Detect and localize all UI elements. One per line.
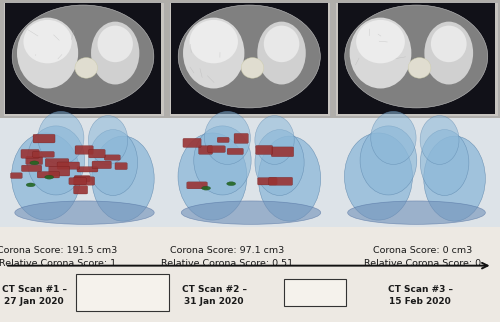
- Bar: [2, 2, 164, 116]
- Ellipse shape: [182, 201, 320, 224]
- FancyBboxPatch shape: [74, 175, 90, 182]
- Ellipse shape: [258, 22, 306, 84]
- Text: Corona Score: 0 cm3: Corona Score: 0 cm3: [373, 246, 472, 255]
- Ellipse shape: [360, 126, 417, 195]
- Text: Relative Corona Score: 1: Relative Corona Score: 1: [0, 259, 116, 268]
- FancyBboxPatch shape: [26, 156, 42, 165]
- Ellipse shape: [350, 18, 412, 89]
- Ellipse shape: [345, 5, 488, 108]
- Ellipse shape: [178, 133, 247, 220]
- Ellipse shape: [202, 186, 210, 190]
- Ellipse shape: [255, 130, 304, 195]
- FancyBboxPatch shape: [104, 155, 120, 160]
- FancyBboxPatch shape: [284, 279, 346, 306]
- FancyBboxPatch shape: [75, 146, 94, 154]
- Bar: [5, 3, 161, 114]
- Ellipse shape: [241, 58, 264, 78]
- Ellipse shape: [92, 136, 154, 221]
- Text: Relative Corona Score: 0: Relative Corona Score: 0: [364, 259, 481, 268]
- Ellipse shape: [258, 136, 320, 221]
- FancyBboxPatch shape: [115, 163, 128, 170]
- FancyBboxPatch shape: [49, 166, 70, 176]
- Ellipse shape: [178, 5, 320, 108]
- FancyBboxPatch shape: [256, 146, 272, 155]
- Ellipse shape: [348, 201, 486, 224]
- Text: 49% Reduction
in Corona Score: 49% Reduction in Corona Score: [84, 282, 161, 302]
- Ellipse shape: [356, 20, 405, 63]
- FancyBboxPatch shape: [10, 173, 22, 178]
- Ellipse shape: [194, 126, 251, 195]
- Ellipse shape: [431, 26, 466, 62]
- FancyBboxPatch shape: [74, 177, 94, 185]
- Ellipse shape: [28, 126, 84, 195]
- Ellipse shape: [204, 111, 250, 165]
- Ellipse shape: [12, 133, 80, 220]
- FancyBboxPatch shape: [77, 167, 98, 172]
- Ellipse shape: [344, 133, 412, 220]
- Bar: [338, 3, 495, 114]
- FancyBboxPatch shape: [217, 137, 229, 143]
- Text: Corona Score: 97.1 cm3: Corona Score: 97.1 cm3: [170, 246, 284, 255]
- FancyBboxPatch shape: [76, 274, 169, 311]
- FancyBboxPatch shape: [57, 162, 80, 169]
- Bar: [0, 0, 500, 118]
- Ellipse shape: [98, 26, 133, 62]
- FancyBboxPatch shape: [92, 161, 112, 169]
- FancyBboxPatch shape: [208, 146, 226, 153]
- FancyBboxPatch shape: [22, 165, 42, 172]
- Ellipse shape: [91, 22, 140, 84]
- FancyBboxPatch shape: [234, 133, 248, 143]
- Ellipse shape: [12, 5, 154, 108]
- Bar: [168, 2, 330, 116]
- Ellipse shape: [424, 22, 473, 84]
- FancyBboxPatch shape: [271, 147, 293, 157]
- Ellipse shape: [44, 175, 54, 179]
- FancyBboxPatch shape: [69, 178, 86, 185]
- FancyBboxPatch shape: [88, 149, 105, 158]
- FancyBboxPatch shape: [183, 138, 201, 147]
- Text: CT Scan #2 –
31 Jan 2020: CT Scan #2 – 31 Jan 2020: [182, 285, 246, 306]
- FancyBboxPatch shape: [33, 134, 55, 143]
- Ellipse shape: [264, 26, 300, 62]
- FancyBboxPatch shape: [32, 151, 54, 157]
- Ellipse shape: [17, 18, 78, 89]
- Ellipse shape: [24, 20, 72, 63]
- FancyBboxPatch shape: [37, 172, 60, 178]
- Text: Corona Score: 191.5 cm3: Corona Score: 191.5 cm3: [0, 246, 118, 255]
- FancyBboxPatch shape: [74, 186, 88, 194]
- FancyBboxPatch shape: [268, 177, 292, 185]
- Ellipse shape: [226, 182, 235, 186]
- Bar: [171, 3, 328, 114]
- FancyBboxPatch shape: [198, 146, 212, 154]
- Ellipse shape: [420, 130, 469, 195]
- Text: Recovery: Recovery: [293, 288, 337, 297]
- Text: CT Scan #3 –
15 Feb 2020: CT Scan #3 – 15 Feb 2020: [388, 285, 452, 306]
- Ellipse shape: [183, 18, 244, 89]
- Ellipse shape: [88, 116, 128, 165]
- Ellipse shape: [38, 111, 84, 165]
- Bar: [335, 2, 498, 116]
- Ellipse shape: [75, 58, 98, 78]
- Ellipse shape: [15, 201, 154, 224]
- Ellipse shape: [88, 130, 138, 195]
- FancyBboxPatch shape: [227, 148, 244, 155]
- Ellipse shape: [26, 183, 35, 187]
- Ellipse shape: [408, 58, 431, 78]
- Ellipse shape: [190, 20, 238, 63]
- FancyBboxPatch shape: [258, 178, 277, 185]
- Ellipse shape: [420, 116, 459, 165]
- Ellipse shape: [255, 116, 294, 165]
- Ellipse shape: [371, 111, 416, 165]
- Text: CT Scan #1 –
27 Jan 2020: CT Scan #1 – 27 Jan 2020: [2, 285, 66, 306]
- Bar: [0, 118, 500, 227]
- FancyBboxPatch shape: [21, 149, 39, 158]
- Ellipse shape: [30, 161, 39, 165]
- FancyBboxPatch shape: [187, 182, 208, 189]
- Ellipse shape: [424, 136, 486, 221]
- Bar: [0, 227, 500, 248]
- FancyBboxPatch shape: [45, 158, 69, 167]
- Text: Relative Corona Score: 0.51: Relative Corona Score: 0.51: [162, 259, 294, 268]
